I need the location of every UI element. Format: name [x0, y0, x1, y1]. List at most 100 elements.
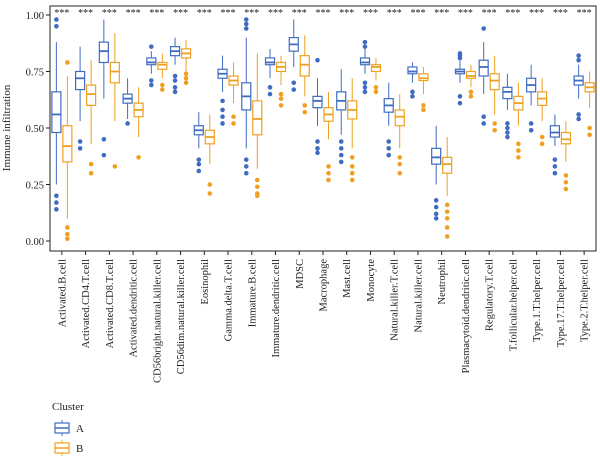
outlier-point [196, 168, 202, 174]
outlier-point [267, 91, 273, 97]
significance-label: *** [339, 8, 354, 19]
outlier-point [160, 87, 165, 92]
significance-label: *** [553, 8, 568, 19]
outlier-point [54, 17, 59, 22]
outlier-point [88, 161, 94, 167]
x-tick-label: Plasmacytoid.dendritic.cell [461, 259, 472, 373]
outlier-point [54, 193, 59, 199]
significance-label: *** [434, 8, 449, 19]
outlier-point [397, 170, 403, 176]
significance-label: *** [126, 8, 141, 19]
outlier-point [278, 103, 284, 108]
outlier-point [349, 170, 355, 176]
box [442, 156, 453, 174]
outlier-point [410, 94, 415, 99]
outlier-point [243, 21, 249, 27]
outlier-point [231, 114, 236, 119]
outlier-point [444, 234, 450, 239]
outlier-point [362, 44, 368, 49]
outlier-point [54, 200, 59, 205]
x-tick-label: Immature.dendritic.cell [271, 259, 282, 358]
significance-label: *** [78, 8, 93, 19]
box [252, 100, 263, 136]
outlier-point [326, 177, 331, 183]
box [560, 131, 571, 145]
significance-label: *** [102, 8, 117, 19]
outlier-point [267, 85, 273, 90]
outlier-point [457, 100, 463, 106]
box [502, 86, 513, 100]
outlier-point [220, 114, 225, 119]
outlier-point [254, 184, 260, 190]
outlier-point [373, 89, 379, 95]
outlier-point [505, 125, 510, 131]
plot-area [49, 5, 597, 252]
box [98, 41, 109, 64]
outlier-point [172, 89, 178, 95]
outlier-point [362, 80, 368, 86]
outlier-point [243, 170, 249, 176]
outlier-point [112, 164, 118, 169]
outlier-point [136, 155, 141, 160]
significance-labels: *** *** *** *** *** *** *** *** *** *** *** *** *** *… [54, 8, 591, 19]
outlier-point [220, 121, 225, 126]
outlier-point [54, 207, 59, 212]
outlier-point [386, 146, 392, 151]
x-tick-label: Activated.CD8.T.cell [105, 259, 116, 348]
x-tick-label: Immature.B.cell [247, 259, 258, 327]
outlier-point [563, 179, 569, 185]
outlier-point [220, 107, 225, 113]
outlier-point [338, 139, 344, 144]
outlier-point [481, 26, 486, 31]
outlier-point [349, 177, 355, 183]
significance-label: *** [292, 8, 307, 19]
box [407, 66, 418, 75]
x-tick-label: Type.1.T.helper.cell [532, 259, 543, 342]
outlier-point [552, 170, 558, 176]
box [146, 57, 157, 66]
box [51, 91, 62, 134]
outlier-point [492, 127, 497, 133]
y-tick-label: 1.00 [26, 11, 44, 22]
outlier-point [433, 211, 439, 217]
outlier-point [77, 139, 83, 144]
outlier-point [315, 57, 320, 63]
significance-label: *** [54, 8, 69, 19]
outlier-point [65, 225, 70, 230]
box [299, 55, 310, 77]
outlier-point [349, 164, 355, 169]
outlier-point [421, 107, 426, 113]
outlier-point [516, 155, 521, 160]
significance-label: *** [197, 8, 212, 19]
outlier-point [539, 141, 545, 147]
box-series [51, 17, 595, 242]
x-tick-label: MDSC [295, 259, 306, 289]
box [62, 125, 73, 163]
outlier-point [539, 134, 545, 140]
x-tick-label: Regulatory.T.cell [485, 259, 496, 331]
outlier-point [410, 89, 415, 95]
x-tick-label: T.follicular.helper.cell [508, 259, 519, 351]
outlier-point [196, 161, 202, 167]
outlier-point [338, 146, 344, 151]
outlier-point [149, 44, 154, 49]
outlier-point [243, 17, 249, 22]
x-tick-label: CD56bright.natural.killer.cell [152, 259, 163, 383]
outlier-point [183, 71, 189, 77]
y-axis: 0.00 0.25 0.50 0.75 1.00 [26, 11, 50, 248]
outlier-point [88, 170, 94, 176]
outlier-point [576, 116, 581, 122]
x-tick-label: Natural.killer.T.cell [390, 259, 401, 341]
box [86, 84, 97, 106]
box [431, 147, 442, 165]
legend-item: B [54, 440, 83, 456]
outlier-point [563, 173, 569, 178]
outlier-point [172, 73, 178, 79]
outlier-point [220, 98, 225, 104]
box [489, 73, 500, 91]
outlier-point [326, 164, 331, 169]
outlier-point [505, 121, 510, 126]
outlier-point [278, 96, 284, 101]
box [549, 125, 560, 138]
